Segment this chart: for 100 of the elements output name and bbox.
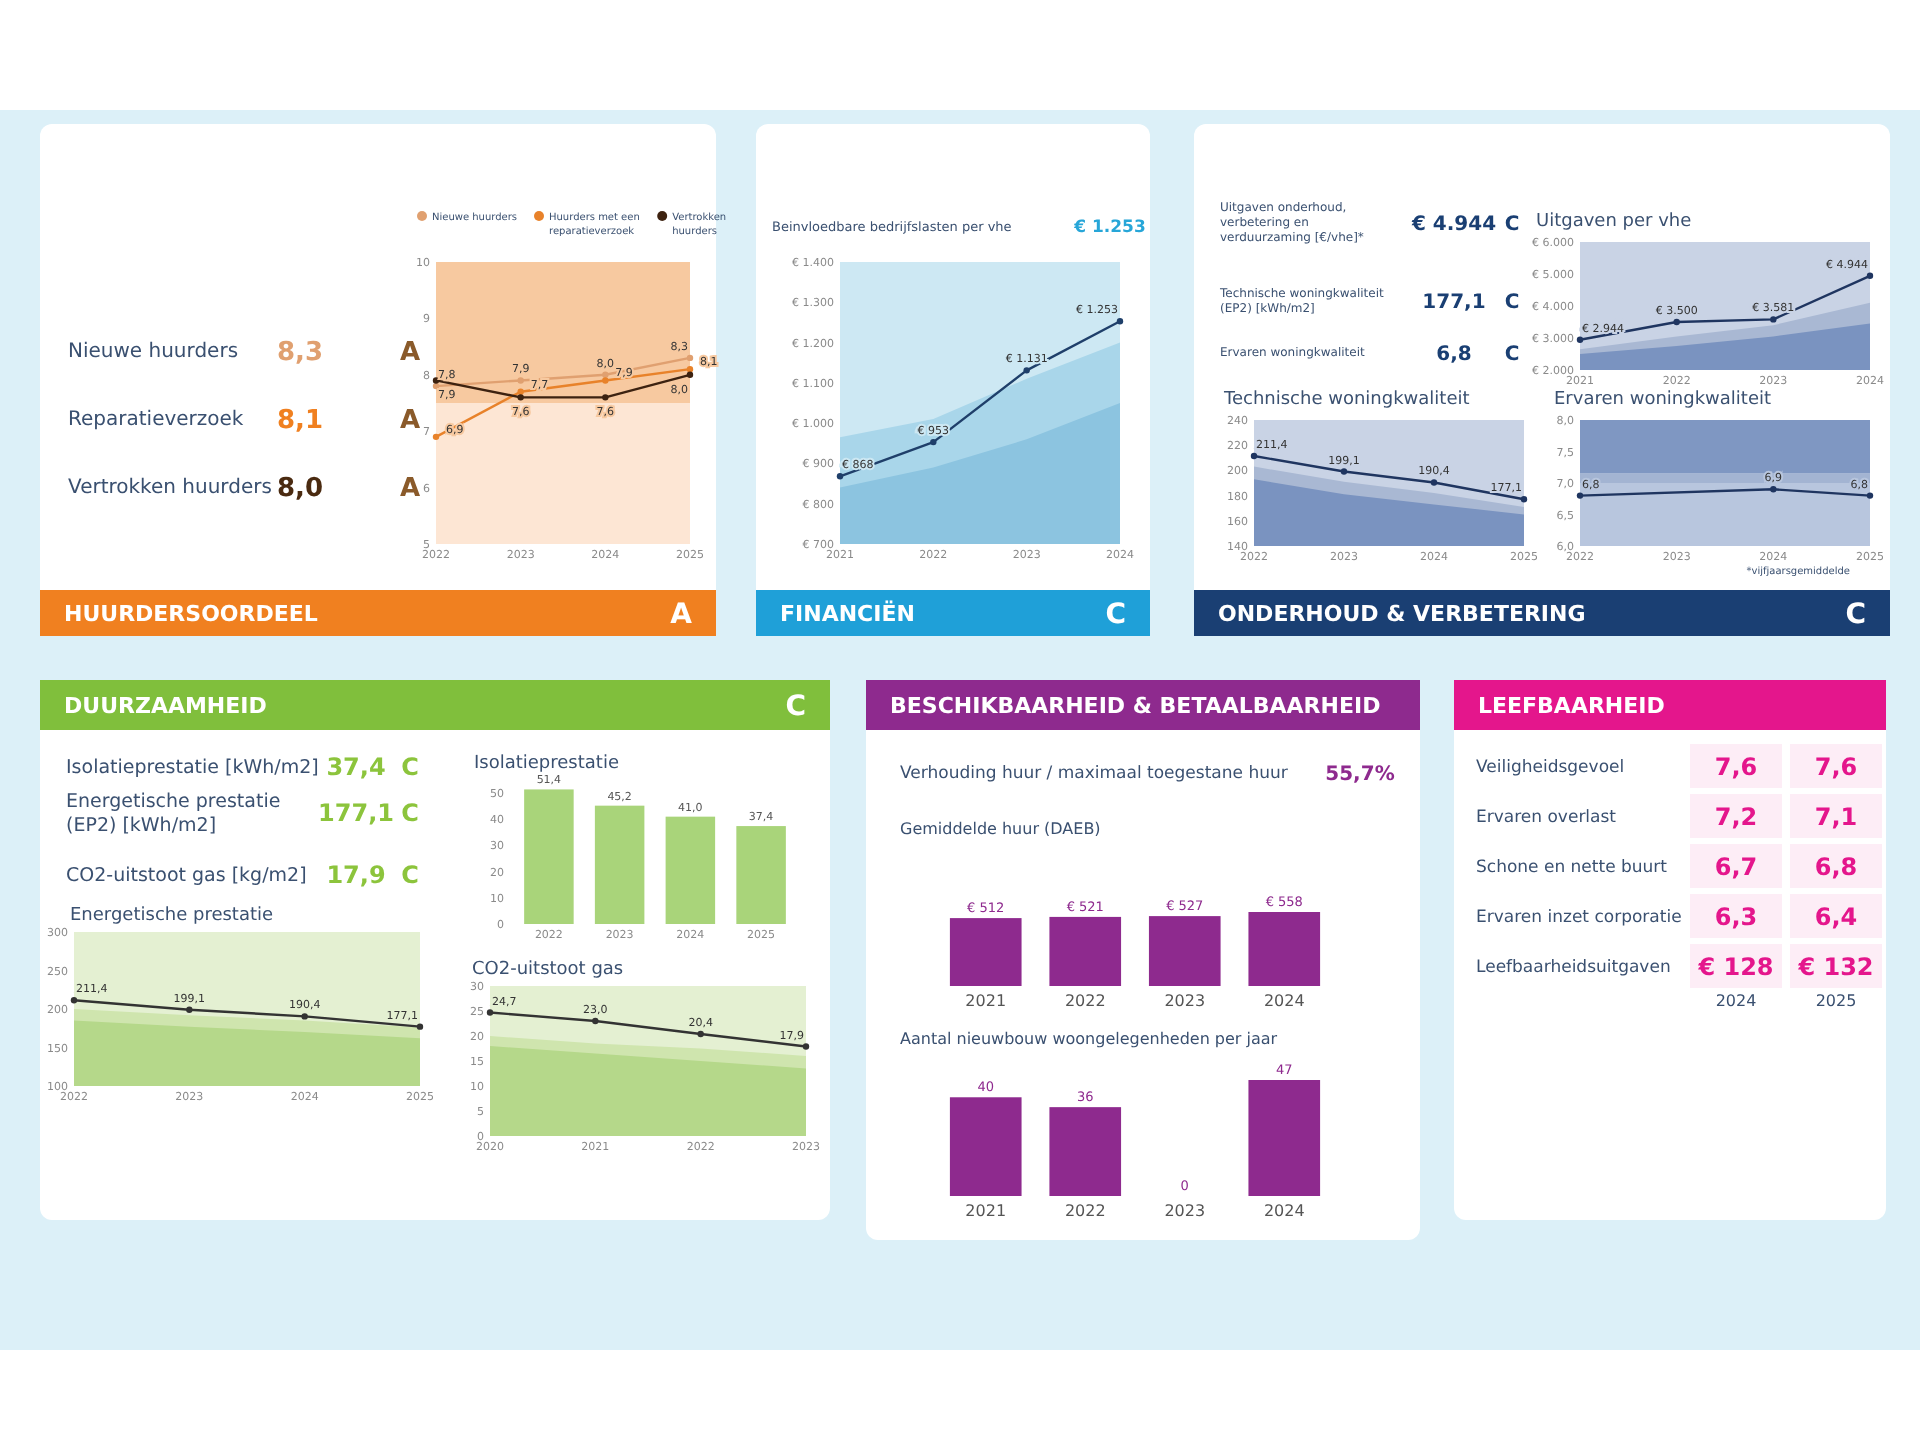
- point: [1866, 272, 1874, 279]
- x-tick-label: 2023: [1164, 992, 1206, 1010]
- category-label: Vertrokken huurders: [68, 477, 272, 499]
- text: C: [1105, 599, 1126, 631]
- chart-title: Uitgaven per vhe: [1536, 212, 1693, 232]
- data-label: 6,8: [1436, 343, 1472, 366]
- point: [802, 1043, 810, 1050]
- x-tick-label: 2025: [1815, 992, 1857, 1010]
- text: BESCHIKBAARHEID & BETAALBAARHEID: [890, 693, 1381, 719]
- point: [70, 997, 78, 1004]
- data-label: € 1.253: [1072, 218, 1146, 239]
- point: [486, 1009, 494, 1016]
- x-tick-label: 2024: [1715, 992, 1757, 1010]
- data-label: 55,7%: [1325, 763, 1395, 786]
- y-tick-label: Veiligheidsgevoel: [1476, 757, 1625, 778]
- bar: [736, 826, 786, 924]
- data-label: 17,9: [326, 861, 386, 890]
- category-label: Isolatieprestatie [kWh/m2]: [66, 756, 319, 779]
- point: [686, 365, 694, 373]
- chart-title: Isolatieprestatie: [474, 754, 620, 774]
- point: [1520, 496, 1528, 503]
- y-tick-label: Leefbaarheidsuitgaven: [1476, 957, 1671, 978]
- data-label: 8,3: [276, 337, 324, 368]
- x-tick-label: 2023: [1164, 1202, 1206, 1220]
- chart-title: Technische woningkwaliteit: [1222, 390, 1471, 410]
- data-label: A: [399, 337, 421, 368]
- chart-title: LEEFBAARHEID: [1478, 693, 1665, 719]
- point: [1430, 479, 1438, 486]
- data-label: 8,0: [276, 473, 324, 504]
- point: [186, 1006, 193, 1013]
- data-label: A: [399, 405, 421, 436]
- text: DUURZAAMHEID: [64, 693, 267, 719]
- data-label: € 128: [1696, 953, 1774, 982]
- data-label: 177,1: [318, 799, 394, 828]
- point: [592, 1017, 599, 1025]
- chart-title: CO2-uitstoot gas: [472, 960, 624, 980]
- x-tick-label: 2022: [1064, 992, 1106, 1010]
- x-tick-label: 2021: [965, 1202, 1007, 1220]
- data-label: 8,1: [276, 405, 324, 436]
- point: [517, 394, 524, 401]
- point: [697, 1030, 704, 1038]
- data-label: € 4.944: [1409, 213, 1497, 236]
- bar: [665, 816, 716, 924]
- text: FINANCIËN: [780, 599, 915, 627]
- point: [686, 371, 694, 378]
- y-tick-label: Ervaren overlast: [1476, 807, 1618, 828]
- data-label: 7,6: [1714, 753, 1758, 782]
- category-label: Energetische prestatie (EP2) [kWh/m2]: [66, 790, 281, 837]
- category-label: CO2-uitstoot gas [kg/m2]: [66, 864, 307, 887]
- point: [1023, 367, 1030, 374]
- point: [1770, 316, 1777, 323]
- point: [930, 438, 937, 446]
- text: A: [670, 599, 693, 631]
- data-label: C: [1504, 213, 1520, 236]
- data-label: C: [1504, 343, 1520, 366]
- chart-title: Aantal nieuwbouw woongelegenheden per jaar: [900, 1030, 1279, 1048]
- x-tick-label: 2022: [1064, 1202, 1106, 1220]
- chart-title: Energetische prestatie: [70, 906, 275, 926]
- data-label: 37,4: [326, 753, 386, 782]
- point: [1116, 318, 1124, 325]
- data-label: C: [401, 753, 420, 782]
- text: HUURDERSOORDEEL: [64, 601, 318, 627]
- y-tick-label: Schone en nette buurt: [1476, 857, 1669, 878]
- data-label: 6,8: [1814, 853, 1858, 882]
- category-label: Nieuwe huurders: [68, 341, 239, 363]
- point: [432, 377, 440, 384]
- text: ONDERHOUD & VERBETERING: [1218, 601, 1586, 627]
- point: [686, 354, 694, 362]
- x-tick-label: 2024: [1263, 992, 1305, 1010]
- data-label: € 132: [1796, 953, 1874, 982]
- bar: [524, 789, 574, 924]
- point: [301, 1013, 308, 1020]
- data-label: C: [1504, 291, 1520, 314]
- x-tick-label: 2021: [965, 992, 1007, 1010]
- data-label: C: [401, 861, 420, 890]
- data-label: 7,2: [1714, 803, 1758, 832]
- x-tick-label: 2024: [1263, 1202, 1305, 1220]
- bar: [594, 805, 645, 924]
- data-label: 177,1: [1422, 291, 1486, 314]
- point: [1673, 318, 1680, 326]
- data-label: 7,1: [1814, 803, 1858, 832]
- y-tick-label: Ervaren inzet corporatie: [1476, 907, 1682, 928]
- data-label: A: [399, 473, 421, 504]
- point: [602, 394, 609, 401]
- point: [517, 388, 524, 395]
- category-label: Reparatieverzoek: [68, 409, 244, 431]
- category-label: Verhouding huur / maximaal toegestane huur: [900, 763, 1289, 784]
- point: [1340, 468, 1348, 475]
- point: [432, 433, 440, 441]
- data-label: 7,6: [1814, 753, 1858, 782]
- point: [836, 473, 844, 480]
- point: [602, 371, 609, 378]
- point: [1576, 336, 1584, 343]
- data-label: 6,4: [1814, 903, 1858, 932]
- text: C: [785, 691, 806, 723]
- data-label: 6,7: [1714, 853, 1758, 882]
- text: C: [1845, 599, 1866, 631]
- point: [1250, 452, 1258, 460]
- data-label: C: [401, 799, 420, 828]
- data-label: 6,3: [1714, 903, 1758, 932]
